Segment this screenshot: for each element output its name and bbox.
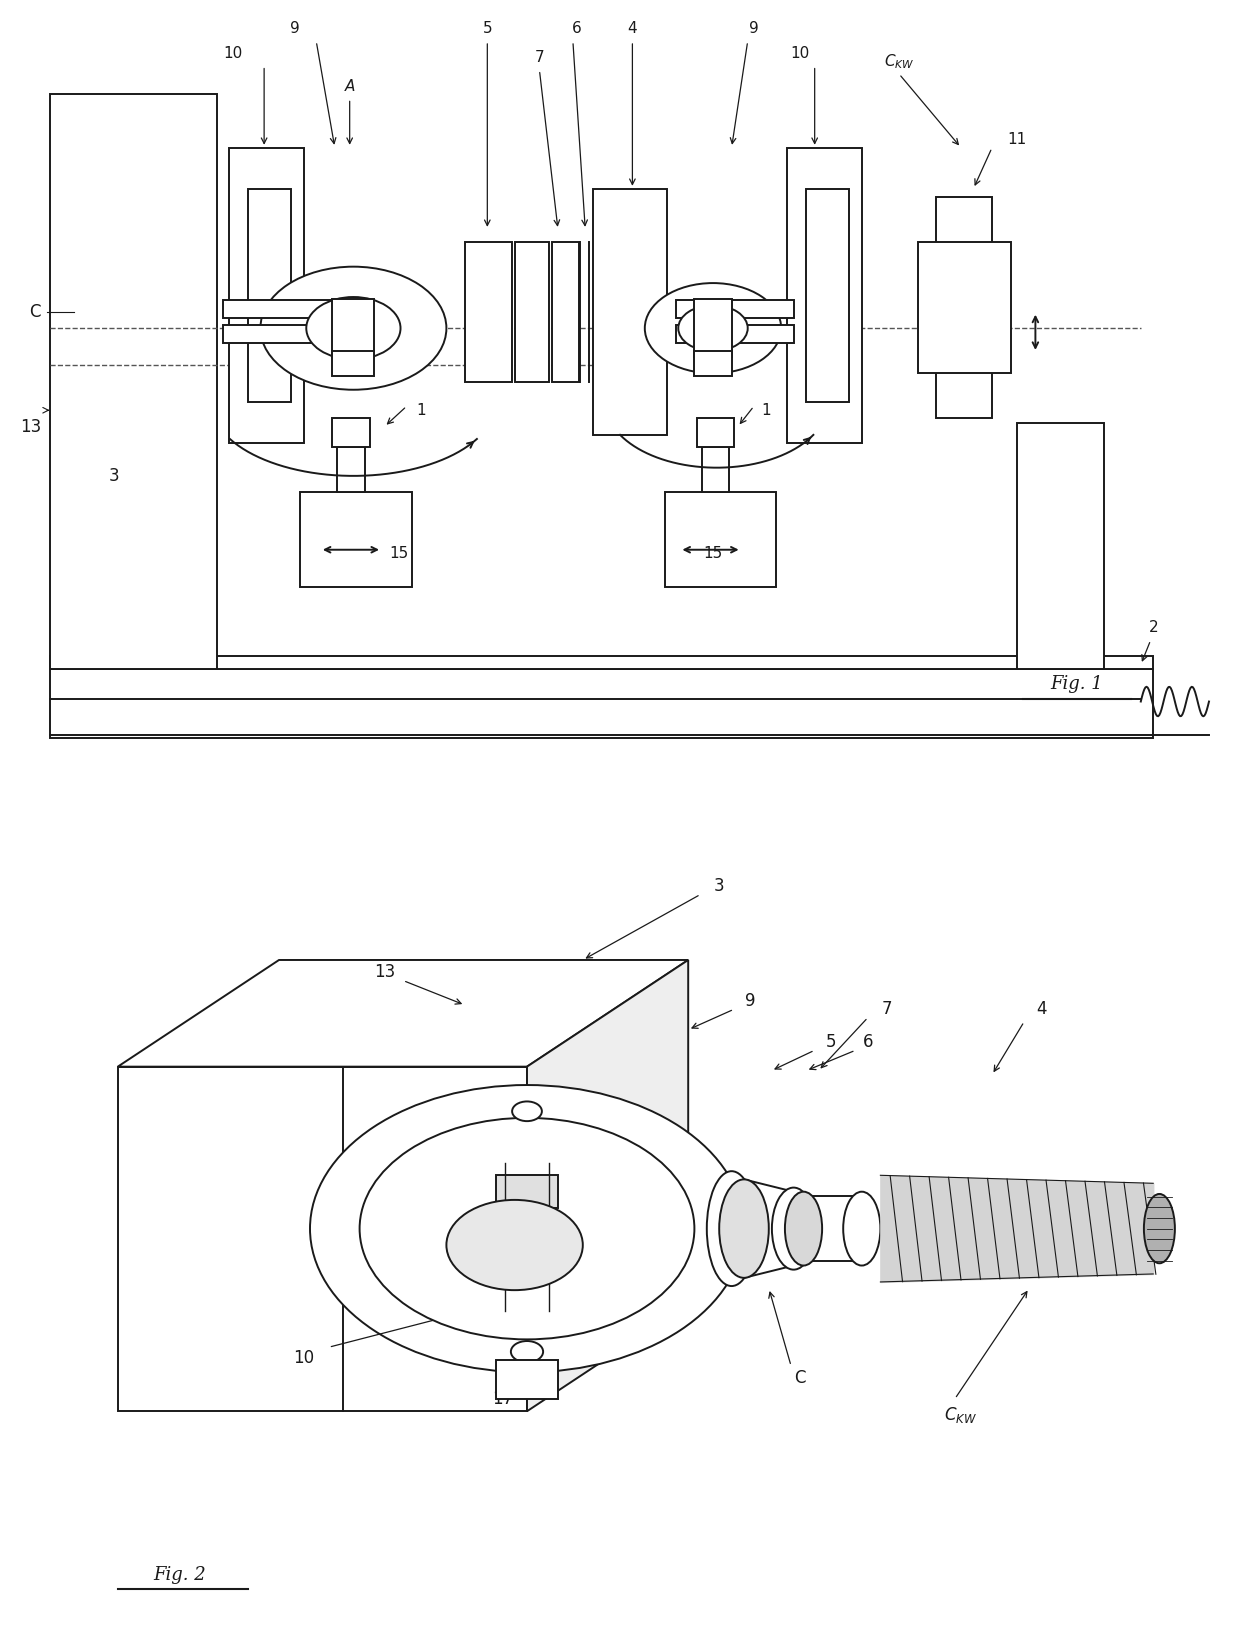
Bar	[702, 446, 729, 492]
Bar	[694, 351, 732, 376]
Polygon shape	[118, 960, 688, 1067]
Ellipse shape	[707, 1172, 756, 1287]
Circle shape	[306, 297, 401, 359]
Text: Fig. 1: Fig. 1	[1050, 676, 1102, 693]
Text: 4: 4	[627, 21, 637, 36]
Circle shape	[512, 1101, 542, 1121]
Text: 7: 7	[534, 49, 544, 66]
Ellipse shape	[1145, 1195, 1176, 1264]
Bar	[515, 241, 549, 381]
Text: 2: 2	[1148, 620, 1158, 635]
Circle shape	[645, 282, 781, 374]
Bar	[676, 325, 794, 343]
Circle shape	[360, 1118, 694, 1339]
Polygon shape	[527, 960, 688, 1411]
Text: 7: 7	[882, 1001, 892, 1017]
Ellipse shape	[843, 1191, 880, 1265]
Bar	[936, 197, 992, 418]
Text: 6: 6	[863, 1034, 873, 1050]
Bar	[332, 351, 374, 376]
Text: 9: 9	[749, 21, 759, 36]
Bar	[50, 94, 217, 670]
Bar	[50, 670, 1153, 738]
Bar	[676, 300, 794, 318]
Ellipse shape	[771, 1188, 816, 1270]
Ellipse shape	[785, 1191, 822, 1265]
Bar	[694, 299, 732, 356]
Bar	[223, 300, 360, 318]
Text: 6: 6	[572, 21, 582, 36]
Text: 13: 13	[373, 963, 396, 981]
Text: 1: 1	[761, 402, 771, 418]
Text: 10: 10	[223, 46, 243, 61]
Text: 4: 4	[1037, 1001, 1047, 1017]
Text: 3: 3	[109, 468, 119, 484]
Bar	[332, 299, 374, 356]
Bar	[918, 241, 1011, 373]
Text: 5: 5	[826, 1034, 836, 1050]
Circle shape	[260, 267, 446, 391]
Bar	[496, 1359, 558, 1398]
Ellipse shape	[719, 1180, 769, 1278]
Bar	[337, 446, 365, 492]
Circle shape	[678, 305, 748, 351]
Circle shape	[446, 1200, 583, 1290]
Text: C: C	[29, 304, 41, 320]
Text: 11: 11	[1007, 131, 1027, 148]
Bar	[593, 189, 667, 435]
Text: $C_{KW}$: $C_{KW}$	[884, 53, 914, 71]
Text: 13: 13	[20, 418, 42, 435]
Text: 10: 10	[790, 46, 810, 61]
Bar	[465, 241, 512, 381]
Text: A: A	[345, 79, 355, 94]
Text: 5: 5	[482, 21, 492, 36]
Bar	[118, 1067, 527, 1411]
Bar	[697, 418, 734, 448]
Bar	[496, 1175, 558, 1208]
Text: Fig. 2: Fig. 2	[154, 1566, 206, 1584]
Bar	[552, 241, 579, 381]
Bar	[665, 492, 776, 586]
Bar	[223, 325, 360, 343]
Text: 17: 17	[491, 1390, 513, 1408]
Text: 9: 9	[290, 21, 300, 36]
Bar	[248, 189, 291, 402]
Text: 15: 15	[703, 546, 723, 561]
Bar	[787, 148, 862, 443]
Bar	[50, 656, 1153, 670]
Circle shape	[310, 1085, 744, 1372]
Text: 3: 3	[714, 878, 724, 894]
Bar	[1017, 422, 1104, 670]
Text: 1: 1	[417, 402, 427, 418]
Bar	[300, 492, 412, 586]
Bar	[229, 148, 304, 443]
Text: 10: 10	[293, 1349, 315, 1367]
Text: 9: 9	[745, 993, 755, 1009]
Circle shape	[511, 1341, 543, 1362]
Bar	[332, 418, 370, 448]
Bar	[806, 189, 849, 402]
Text: 15: 15	[389, 546, 409, 561]
Text: C: C	[794, 1370, 806, 1387]
Text: $C_{KW}$: $C_{KW}$	[945, 1405, 977, 1426]
